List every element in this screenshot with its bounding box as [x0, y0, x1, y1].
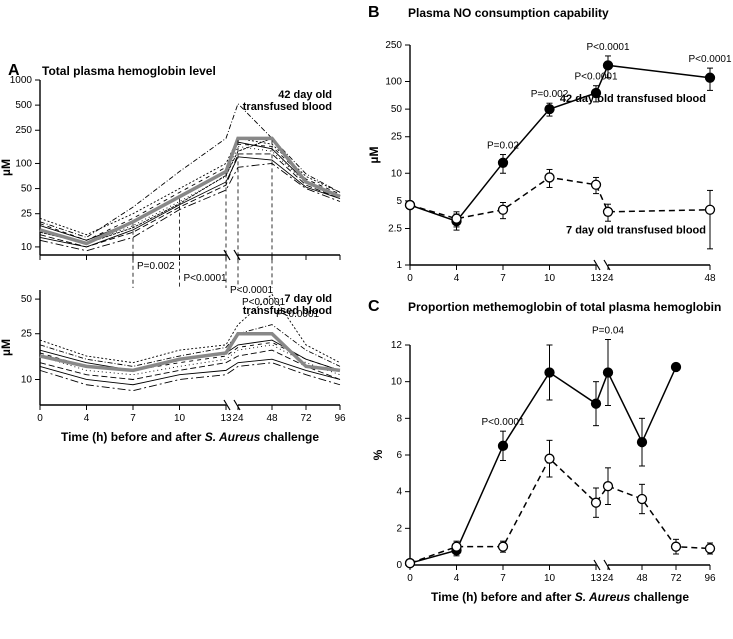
- svg-text:%: %: [371, 449, 385, 460]
- svg-text:4: 4: [396, 487, 402, 498]
- svg-text:2: 2: [396, 523, 402, 534]
- svg-text:P=0.002: P=0.002: [137, 261, 175, 272]
- svg-text:100: 100: [385, 77, 402, 88]
- svg-text:µM: µM: [0, 159, 13, 176]
- svg-text:4: 4: [84, 413, 90, 424]
- svg-text:6: 6: [396, 450, 402, 461]
- svg-text:10: 10: [544, 273, 556, 284]
- svg-text:P<0.0001: P<0.0001: [574, 72, 618, 83]
- svg-text:10: 10: [391, 377, 403, 388]
- svg-text:µM: µM: [367, 147, 381, 164]
- svg-text:P<0.0001: P<0.0001: [184, 273, 228, 284]
- svg-text:4: 4: [454, 273, 460, 284]
- svg-text:250: 250: [385, 40, 402, 51]
- svg-text:0: 0: [407, 573, 413, 584]
- svg-text:96: 96: [704, 573, 716, 584]
- svg-text:7: 7: [500, 273, 506, 284]
- svg-text:7: 7: [130, 413, 136, 424]
- svg-text:Time (h) before and after S. A: Time (h) before and after S. Aureus chal…: [431, 590, 689, 604]
- svg-text:72: 72: [300, 413, 312, 424]
- svg-text:50: 50: [21, 294, 33, 305]
- svg-text:48: 48: [266, 413, 278, 424]
- svg-text:24: 24: [602, 273, 614, 284]
- svg-text:1: 1: [396, 260, 402, 271]
- svg-text:8: 8: [396, 413, 402, 424]
- svg-text:24: 24: [232, 413, 244, 424]
- svg-text:µM: µM: [0, 339, 13, 356]
- svg-text:24: 24: [602, 573, 614, 584]
- svg-text:50: 50: [391, 104, 403, 115]
- svg-text:250: 250: [15, 125, 32, 136]
- svg-text:7: 7: [500, 573, 506, 584]
- svg-text:5: 5: [396, 196, 402, 207]
- svg-text:13: 13: [590, 573, 602, 584]
- svg-text:42 day old transfused blood: 42 day old transfused blood: [560, 93, 706, 105]
- svg-text:P<0.0001: P<0.0001: [242, 297, 286, 308]
- svg-text:10: 10: [21, 242, 33, 253]
- svg-text:7 day old transfused blood: 7 day old transfused blood: [566, 225, 706, 237]
- svg-text:12: 12: [391, 340, 403, 351]
- svg-text:P<0.0001: P<0.0001: [481, 417, 525, 428]
- svg-text:96: 96: [334, 413, 346, 424]
- svg-text:P<0.0001: P<0.0001: [276, 309, 320, 320]
- svg-text:10: 10: [21, 374, 33, 385]
- svg-text:P<0.0001: P<0.0001: [230, 285, 274, 296]
- svg-text:10: 10: [391, 168, 403, 179]
- svg-text:P=0.02: P=0.02: [487, 141, 519, 152]
- charts-svg: 1025501002505001000047101324487296102550…: [0, 0, 733, 639]
- svg-text:P<0.0001: P<0.0001: [586, 42, 630, 53]
- svg-text:4: 4: [454, 573, 460, 584]
- svg-text:0: 0: [396, 560, 402, 571]
- svg-text:100: 100: [15, 158, 32, 169]
- figure: { "panelA": { "label": "A", "title": "To…: [0, 0, 733, 639]
- svg-text:10: 10: [174, 413, 186, 424]
- svg-text:P=0.04: P=0.04: [592, 326, 624, 337]
- svg-text:10: 10: [544, 573, 556, 584]
- svg-text:13: 13: [220, 413, 232, 424]
- svg-text:72: 72: [670, 573, 682, 584]
- svg-text:48: 48: [704, 273, 716, 284]
- svg-text:25: 25: [21, 329, 33, 340]
- svg-text:0: 0: [407, 273, 413, 284]
- svg-text:42 day oldtransfused blood: 42 day oldtransfused blood: [243, 89, 332, 113]
- svg-text:13: 13: [590, 273, 602, 284]
- svg-text:Time (h) before and after S. A: Time (h) before and after S. Aureus chal…: [61, 430, 319, 444]
- svg-text:0: 0: [37, 413, 43, 424]
- svg-text:1000: 1000: [10, 75, 33, 86]
- svg-text:25: 25: [21, 209, 33, 220]
- svg-text:P<0.0001: P<0.0001: [688, 54, 732, 65]
- svg-text:500: 500: [15, 100, 32, 111]
- svg-text:25: 25: [391, 132, 403, 143]
- svg-text:2.5: 2.5: [388, 223, 402, 234]
- svg-text:50: 50: [21, 184, 33, 195]
- svg-text:48: 48: [636, 573, 648, 584]
